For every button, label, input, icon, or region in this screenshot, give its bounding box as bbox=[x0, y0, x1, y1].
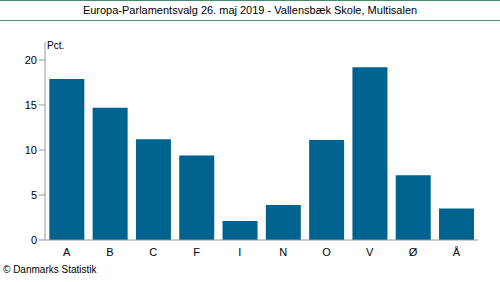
svg-text:N: N bbox=[279, 246, 287, 258]
svg-text:A: A bbox=[63, 246, 71, 258]
svg-text:5: 5 bbox=[31, 189, 37, 201]
svg-text:20: 20 bbox=[25, 54, 37, 66]
svg-text:Ø: Ø bbox=[409, 246, 418, 258]
svg-text:C: C bbox=[149, 246, 157, 258]
svg-text:V: V bbox=[366, 246, 374, 258]
svg-text:I: I bbox=[238, 246, 241, 258]
html-text:Pct.: Pct. bbox=[47, 40, 65, 51]
html-text:© Danmarks Statistik: © Danmarks Statistik bbox=[3, 264, 97, 275]
svg-text:O: O bbox=[322, 246, 331, 258]
svg-text:10: 10 bbox=[25, 144, 37, 156]
svg-text:15: 15 bbox=[25, 99, 37, 111]
html-text:Europa-Parlamentsvalg 26. maj: Europa-Parlamentsvalg 26. maj 2019 - Val… bbox=[82, 4, 418, 16]
svg-text:F: F bbox=[193, 246, 200, 258]
svg-text:0: 0 bbox=[31, 234, 37, 246]
svg-text:B: B bbox=[106, 246, 113, 258]
svg-text:Å: Å bbox=[453, 246, 461, 258]
